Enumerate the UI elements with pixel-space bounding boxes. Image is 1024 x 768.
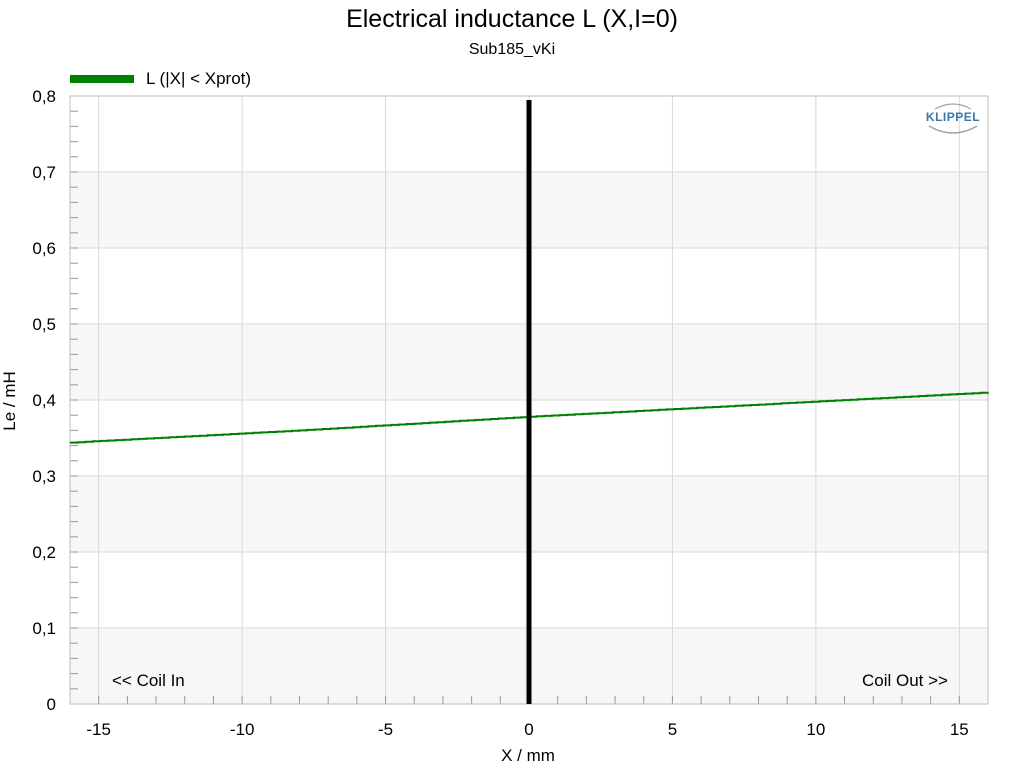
minor-ticks: [69, 95, 989, 705]
y-axis-label: Le / mH: [0, 371, 19, 431]
x-tick-label: 10: [806, 720, 825, 739]
y-tick-label: 0,2: [32, 543, 56, 562]
logo-arc-top-icon: [934, 103, 972, 110]
x-tick-label: 15: [950, 720, 969, 739]
x-tick-label: -15: [86, 720, 111, 739]
x-tick-label: 0: [524, 720, 533, 739]
logo-arc-icon: [928, 125, 978, 134]
y-tick-label: 0,1: [32, 619, 56, 638]
x-tick-label: -10: [230, 720, 255, 739]
y-tick-label: 0,7: [32, 163, 56, 182]
chart-subtitle: Sub185_vKi: [469, 41, 555, 58]
y-tick-label: 0,3: [32, 467, 56, 486]
klippel-logo: KLIPPEL: [926, 103, 980, 134]
y-tick-label: 0,6: [32, 239, 56, 258]
x-axis-label: X / mm: [501, 746, 555, 765]
coil-out-annotation: Coil Out >>: [862, 671, 948, 690]
y-tick-labels: 0 0,1 0,2 0,3 0,4 0,5 0,6 0,7 0,8: [32, 87, 56, 714]
y-tick-label: 0,4: [32, 391, 56, 410]
x-tick-label: -5: [378, 720, 393, 739]
y-tick-label: 0,8: [32, 87, 56, 106]
y-tick-label: 0,5: [32, 315, 56, 334]
x-tick-label: 5: [668, 720, 677, 739]
chart-title: Electrical inductance L (X,I=0): [346, 5, 678, 33]
coil-in-annotation: << Coil In: [112, 671, 185, 690]
y-tick-label: 0: [47, 695, 56, 714]
legend: L (|X| < Xprot): [70, 69, 251, 88]
legend-label: L (|X| < Xprot): [146, 69, 251, 88]
x-tick-labels: -15 -10 -5 0 5 10 15: [86, 720, 968, 739]
klippel-logo-text: KLIPPEL: [926, 110, 980, 124]
